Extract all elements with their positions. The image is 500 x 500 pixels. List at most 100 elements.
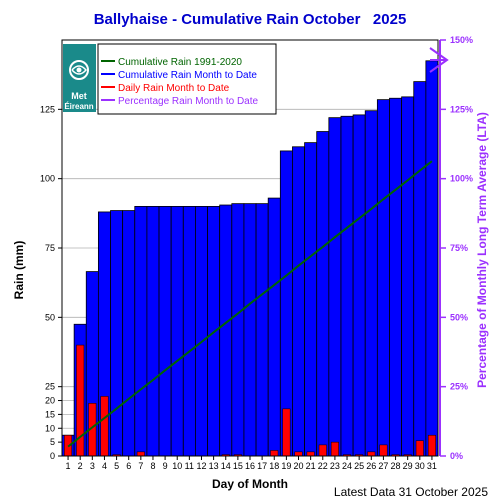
x-tick-label: 27 <box>378 461 388 471</box>
cumulative-bar <box>110 210 124 457</box>
y2-tick-label: 150% <box>450 35 473 45</box>
legend-box <box>97 43 277 115</box>
daily-bar <box>306 451 315 457</box>
cumulative-bar <box>182 205 196 457</box>
x-axis-ticks: 1 2 3 4 5 6 7 8 9 10 11 12 13 14 15 16 17 18 19 20 21 22 23 24 2… <box>66 456 437 471</box>
x-tick-label: 14 <box>221 461 231 471</box>
cumulative-bar <box>195 205 208 457</box>
y-tick-label: 125 <box>40 104 55 114</box>
cumulative-bar <box>376 99 390 457</box>
met-eireann-logo: Met Éireann <box>63 44 96 112</box>
lta-line <box>67 160 433 448</box>
cumulative-bar <box>243 203 257 457</box>
x-axis-label: Day of Month <box>212 477 288 491</box>
daily-bar <box>427 434 436 457</box>
y-tick-label: 25 <box>45 382 55 392</box>
y2-tick-label: 100% <box>450 174 473 184</box>
x-tick-label: 1 <box>66 461 71 471</box>
x-tick-label: 7 <box>138 461 143 471</box>
cumulative-bar <box>413 81 427 457</box>
daily-bar <box>367 451 376 457</box>
x-tick-label: 11 <box>185 461 194 471</box>
x-tick-label: 18 <box>269 461 279 471</box>
x-tick-label: 31 <box>427 461 437 471</box>
daily-bar <box>379 444 388 457</box>
cumulative-bar <box>146 205 160 457</box>
y2-axis-label: Percentage of Monthly Long Term Average … <box>475 112 489 388</box>
legend-label-percentage: Percentage Rain Month to Date <box>118 96 259 107</box>
y-tick-label: 15 <box>45 409 55 419</box>
legend: Cumulative Rain 1991-2020 Cumulative Rai… <box>97 43 277 115</box>
x-tick-label: 10 <box>172 461 182 471</box>
cumulative-bar <box>304 142 318 457</box>
daily-bar <box>282 408 291 457</box>
y2-tick-label: 125% <box>450 104 473 114</box>
svg-text:Éireann: Éireann <box>64 102 93 111</box>
x-tick-label: 15 <box>233 461 243 471</box>
x-tick-label: 5 <box>114 461 119 471</box>
cumulative-bar <box>170 205 184 457</box>
y2-tick-label: 0% <box>450 451 463 461</box>
cumulative-bars <box>61 60 439 457</box>
y-tick-label: 10 <box>45 423 55 433</box>
x-tick-label: 17 <box>257 461 267 471</box>
x-tick-label: 4 <box>102 461 107 471</box>
cumulative-bar <box>134 205 148 457</box>
legend-label-lta: Cumulative Rain 1991-2020 <box>118 57 242 68</box>
cumulative-bar <box>352 114 366 457</box>
x-tick-label: 30 <box>415 461 425 471</box>
cumulative-bar <box>231 203 245 457</box>
x-tick-label: 16 <box>245 461 255 471</box>
y-axis-label: Rain (mm) <box>12 241 26 300</box>
x-tick-label: 9 <box>163 461 168 471</box>
daily-bar <box>136 451 145 457</box>
footer-latest-data: Latest Data 31 October 2025 <box>334 485 488 499</box>
y2-tick-label: 75% <box>450 243 468 253</box>
daily-bar <box>100 396 109 457</box>
cumulative-bar <box>425 60 439 457</box>
y-tick-label: 75 <box>45 243 55 253</box>
x-tick-label: 2 <box>78 461 83 471</box>
y2-tick-label: 50% <box>450 312 468 322</box>
cumulative-bar <box>219 204 233 457</box>
x-tick-label: 29 <box>403 461 413 471</box>
daily-bar <box>330 441 339 457</box>
y2-axis-ticks: 0% 25% 50% 75% 100% 125% 150% <box>440 35 473 461</box>
y-tick-label: 100 <box>40 174 55 184</box>
x-tick-label: 12 <box>196 461 206 471</box>
legend-label-daily: Daily Rain Month to Date <box>118 83 230 94</box>
legend-label-cumulative: Cumulative Rain Month to Date <box>118 70 257 81</box>
daily-bar <box>270 450 279 457</box>
x-tick-label: 26 <box>366 461 376 471</box>
daily-bar <box>318 444 327 457</box>
y2-tick-label: 25% <box>450 382 468 392</box>
x-tick-label: 23 <box>330 461 340 471</box>
cumulative-bar <box>122 210 136 457</box>
daily-bar <box>294 451 303 457</box>
x-tick-label: 3 <box>90 461 95 471</box>
y-tick-label: 20 <box>45 396 55 406</box>
cumulative-bar <box>158 205 172 457</box>
x-tick-label: 19 <box>281 461 291 471</box>
x-tick-label: 25 <box>354 461 364 471</box>
cumulative-bar <box>255 203 269 457</box>
cumulative-bar <box>340 115 354 457</box>
x-tick-label: 24 <box>342 461 352 471</box>
y-axis-ticks: 0 5 10 15 20 25 50 75 100 125 <box>40 104 62 461</box>
cumulative-bar <box>316 131 330 457</box>
x-tick-label: 8 <box>150 461 155 471</box>
percentage-marker <box>429 47 449 73</box>
x-tick-label: 20 <box>294 461 304 471</box>
cumulative-bar <box>267 197 281 457</box>
cumulative-bar <box>328 117 342 457</box>
x-tick-label: 6 <box>126 461 131 471</box>
cumulative-bar <box>401 96 415 457</box>
cumulative-bar <box>292 146 305 457</box>
svg-text:Met: Met <box>71 91 87 101</box>
y-tick-label: 5 <box>50 437 55 447</box>
y-tick-label: 50 <box>45 312 55 322</box>
x-tick-label: 21 <box>306 461 316 471</box>
x-tick-label: 28 <box>391 461 401 471</box>
chart-title: Ballyhaise - Cumulative Rain October 202… <box>94 11 407 28</box>
